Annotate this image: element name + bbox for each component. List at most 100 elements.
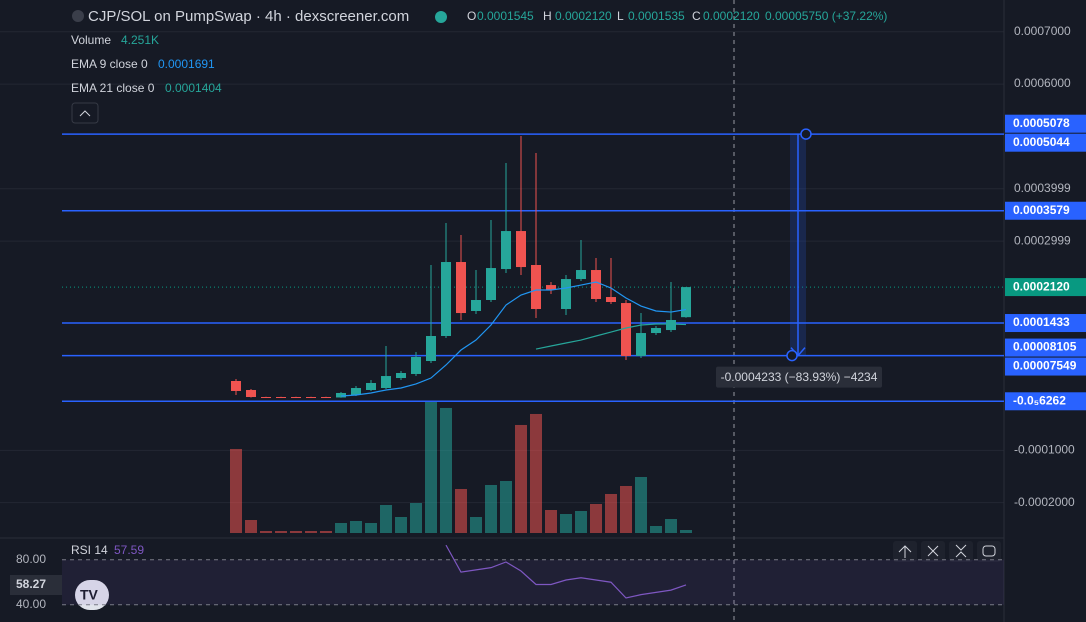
ema-value: 0.0001691 [158,57,215,71]
ema-line [535,323,687,350]
price-label-box [1005,314,1086,333]
change: 0.00005750 (+37.22%) [765,9,887,23]
volume-bar [440,407,452,533]
candle-body [291,397,301,399]
ohlc-value: 0.0001545 [477,9,534,23]
volume-bar [590,503,602,533]
volume-bar [560,513,572,533]
candle-body [621,303,631,356]
candle-body [396,372,406,379]
candle-body [366,382,376,391]
ohlc-value: 0.0002120 [555,9,612,23]
candle-body [576,270,586,280]
ema-name: EMA 9 close 0 [71,57,148,71]
volume-bar [365,522,377,533]
pane-buttons [893,541,1001,562]
price-label: 0.0003579 [1013,203,1070,217]
measure-handle [800,128,812,140]
ohlc-value: 0.0002120 [703,9,760,23]
chart-title: CJP/SOL on PumpSwap · 4h · dexscreener.c… [88,8,409,25]
volume-bar [620,485,632,533]
candle-body [636,333,646,356]
candle-body [261,397,271,399]
volume-bar [455,488,467,533]
candle-body [591,270,601,300]
rsi-tick-label: 80.00 [16,552,46,566]
candle-body [381,376,391,389]
candle-body [501,231,511,270]
volume-bar [290,530,302,533]
volume-bar [545,509,557,533]
volume-bar [575,510,587,533]
measure-label: -0.0004233 (−83.93%) −4234 [721,370,878,384]
rsi-name: RSI 14 [71,543,108,557]
candle-body [486,268,496,301]
candle-body [276,397,286,399]
candle-body [561,279,571,310]
volume-bar [275,530,287,533]
icon [982,545,996,557]
volume-bar [260,530,272,533]
volume-bar [680,529,692,533]
candle-body [516,231,526,268]
volume-bar [515,424,527,533]
ohlc-key: L [617,9,624,23]
rsi-current-box [10,575,62,595]
ohlc-key: O [467,9,476,23]
volume-value: 4.251K [121,33,159,47]
volume-bar [335,522,347,533]
candle-body [471,300,481,311]
candle-body [306,397,316,399]
y-tick-label: 0.0002999 [1014,233,1071,247]
volume-bar [605,493,617,533]
collapse-button[interactable] [71,102,99,124]
volume-bar [500,480,512,533]
volume-bar [530,413,542,533]
volume-bar [470,516,482,533]
rsi-current: 58.27 [16,577,46,591]
measure-handle [786,349,798,362]
candle-body [231,381,241,391]
volume-bar [395,516,407,533]
volume-bar [230,448,242,533]
volume-name: Volume [71,33,111,47]
candle-body [681,287,691,318]
candle-body [351,388,361,396]
candle-body [456,262,466,314]
collapse-icon [79,110,91,117]
price-label-box [1005,278,1086,297]
candle-body [426,336,436,362]
icon [898,545,912,558]
volume-bar [305,530,317,533]
price-label: 0.0005044 [1013,135,1070,149]
candle-body [441,262,451,337]
price-label: -0.0₅6262 [1013,393,1066,407]
maximize-button[interactable] [977,541,1001,562]
tv-logo[interactable] [75,580,109,610]
y-tick-label: 0.0006000 [1014,76,1071,90]
price-label-box [1005,133,1086,152]
rsi-tick-label: 40.00 [16,597,46,611]
price-label: 0.0002120 [1013,279,1070,293]
ohlc-value: 0.0001535 [628,9,685,23]
price-label: 0.0001433 [1013,315,1070,329]
volume-bar [350,520,362,533]
price-label-box [1005,357,1086,376]
candle-body [531,265,541,310]
y-tick-label: 0.0003999 [1014,181,1071,195]
rsi-line [445,544,687,599]
ema-line [340,281,687,397]
volume-bar [650,525,662,533]
price-label-box [1005,114,1086,133]
ohlc-key: H [543,9,552,23]
y-tick-label: -0.0001000 [1014,443,1075,457]
measure-label-box [716,366,882,388]
y-tick-label: 0.0007000 [1014,24,1071,38]
ohlc-key: C [692,9,701,23]
price-label: 0.0005078 [1013,116,1070,130]
price-label: 0.00008105 [1013,340,1077,354]
price-label-box [1005,201,1086,220]
